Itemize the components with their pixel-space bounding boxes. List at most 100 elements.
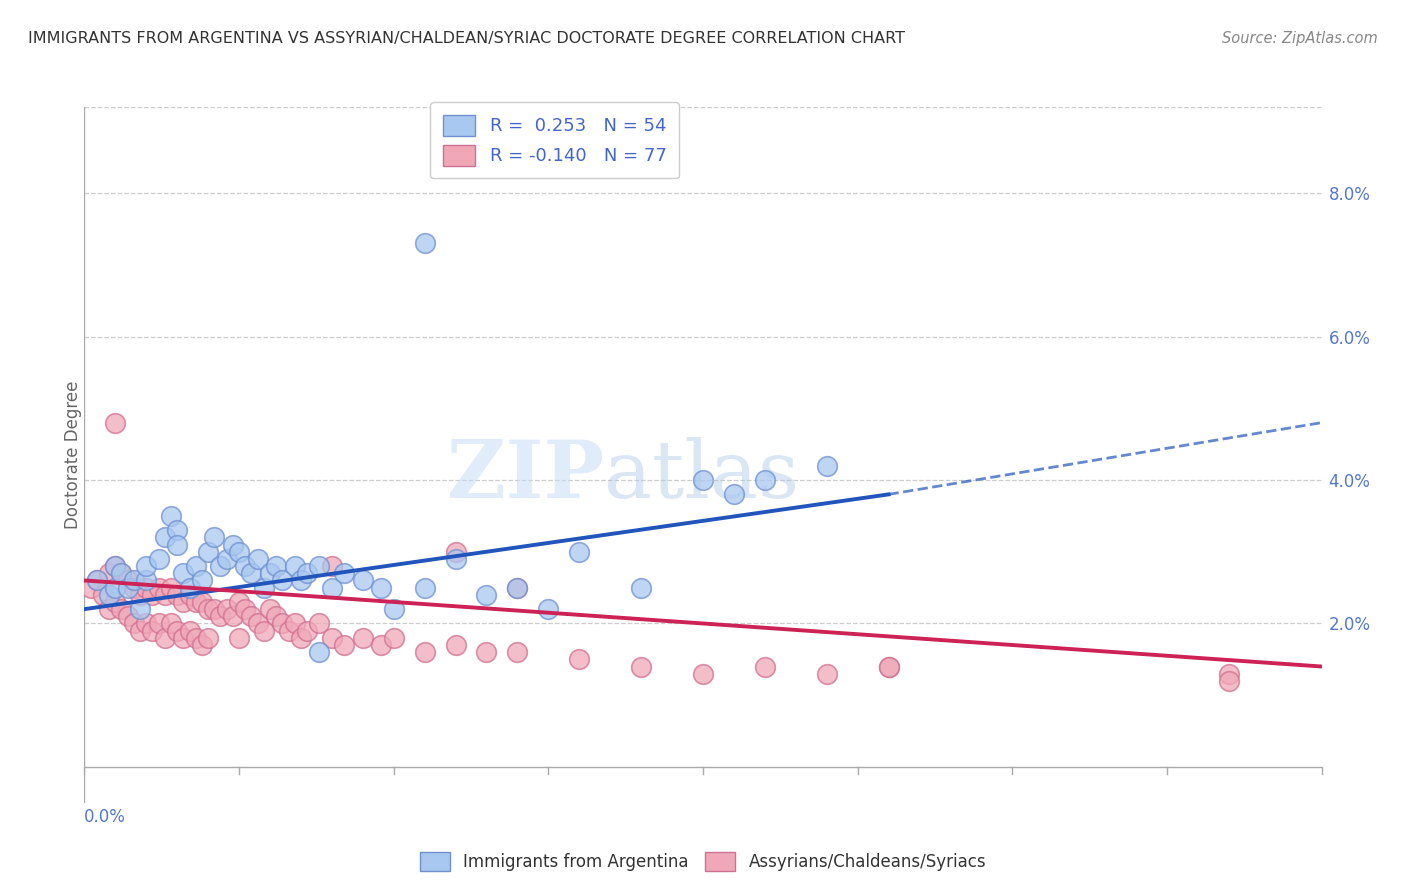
Point (506, 581, 529, 595)
Point (630, 581, 652, 595)
Point (86, 574, 108, 588)
Point (104, 559, 127, 574)
Y-axis label: Doctorate Degree: Doctorate Degree (65, 381, 82, 529)
Point (98, 588, 121, 602)
Point (148, 616, 170, 631)
Point (259, 566, 281, 581)
Point (352, 631, 374, 645)
Point (308, 645, 330, 659)
Point (104, 595, 127, 609)
Point (321, 631, 343, 645)
Point (86, 574, 108, 588)
Point (153, 631, 176, 645)
Point (253, 581, 276, 595)
Point (246, 552, 269, 566)
Point (122, 581, 145, 595)
Point (104, 416, 127, 430)
Point (271, 616, 294, 631)
Text: atlas: atlas (605, 437, 799, 515)
Point (506, 645, 529, 659)
Point (240, 609, 263, 624)
Point (166, 588, 188, 602)
Point (413, 581, 436, 595)
Point (129, 588, 152, 602)
Point (692, 473, 714, 487)
Point (166, 523, 188, 537)
Point (754, 473, 776, 487)
Point (135, 616, 157, 631)
Point (228, 595, 250, 609)
Point (110, 566, 132, 581)
Point (228, 545, 250, 559)
Point (295, 624, 318, 638)
Point (290, 574, 312, 588)
Point (166, 538, 188, 552)
Point (202, 602, 225, 616)
Point (191, 595, 214, 609)
Point (117, 609, 139, 624)
Point (264, 609, 287, 624)
Point (284, 616, 307, 631)
Point (295, 566, 318, 581)
Point (141, 588, 163, 602)
Point (135, 581, 157, 595)
Point (98, 566, 121, 581)
Point (184, 559, 207, 574)
Point (166, 624, 188, 638)
Text: 0.0%: 0.0% (84, 808, 127, 826)
Point (79, 581, 101, 595)
Text: IMMIGRANTS FROM ARGENTINA VS ASSYRIAN/CHALDEAN/SYRIAC DOCTORATE DEGREE CORRELATI: IMMIGRANTS FROM ARGENTINA VS ASSYRIAN/CH… (28, 31, 905, 46)
Point (692, 666, 714, 681)
Point (191, 638, 214, 652)
Point (122, 616, 145, 631)
Point (222, 538, 245, 552)
Point (129, 624, 152, 638)
Point (877, 659, 900, 673)
Point (284, 559, 307, 574)
Point (1218, 673, 1240, 688)
Point (160, 616, 183, 631)
Point (135, 559, 157, 574)
Point (104, 559, 127, 574)
Point (537, 602, 560, 616)
Point (129, 602, 152, 616)
Point (321, 581, 343, 595)
Point (228, 631, 250, 645)
Point (277, 624, 299, 638)
Point (197, 545, 219, 559)
Point (117, 581, 139, 595)
Point (321, 559, 343, 574)
Point (370, 581, 392, 595)
Point (135, 574, 157, 588)
Point (253, 624, 276, 638)
Point (117, 574, 139, 588)
Legend: R =  0.253   N = 54, R = -0.140   N = 77: R = 0.253 N = 54, R = -0.140 N = 77 (430, 103, 679, 178)
Point (172, 595, 194, 609)
Point (215, 602, 238, 616)
Point (179, 581, 201, 595)
Point (444, 552, 467, 566)
Point (153, 530, 176, 544)
Point (475, 588, 498, 602)
Point (98, 602, 121, 616)
Point (215, 552, 238, 566)
Point (382, 631, 405, 645)
Point (222, 609, 245, 624)
Point (444, 638, 467, 652)
Point (91, 588, 114, 602)
Point (259, 602, 281, 616)
Point (179, 588, 201, 602)
Point (382, 602, 405, 616)
Point (179, 624, 201, 638)
Point (413, 236, 436, 251)
Point (197, 602, 219, 616)
Point (172, 631, 194, 645)
Point (246, 616, 269, 631)
Point (723, 487, 745, 501)
Point (264, 559, 287, 574)
Point (308, 616, 330, 631)
Point (352, 574, 374, 588)
Point (240, 566, 263, 581)
Point (475, 645, 498, 659)
Point (444, 545, 467, 559)
